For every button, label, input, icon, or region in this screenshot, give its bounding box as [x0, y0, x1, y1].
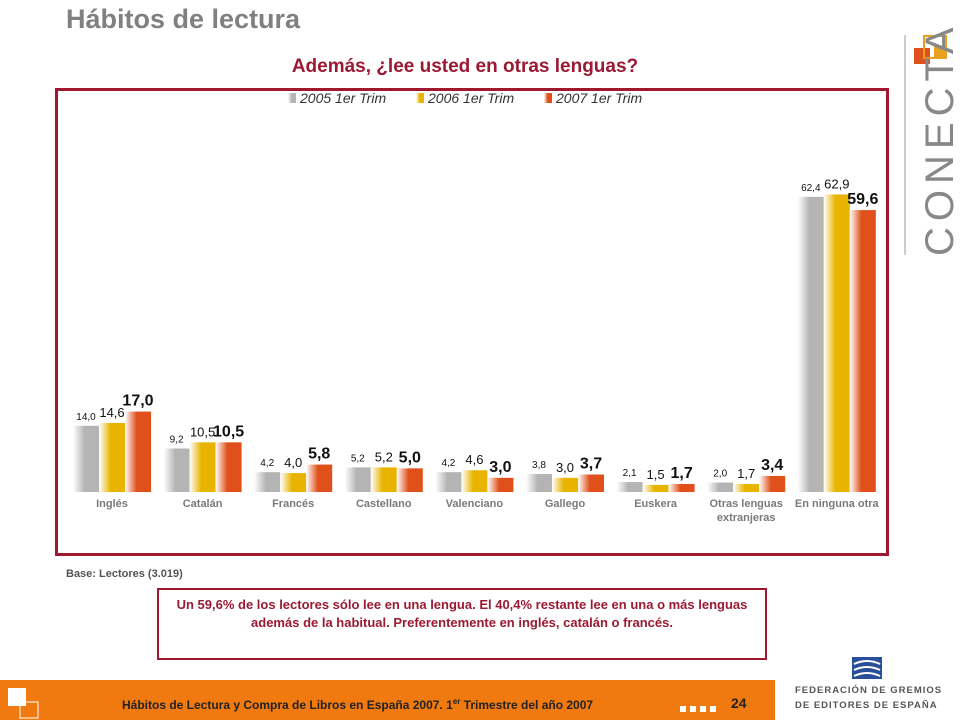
x-tick-label: Euskera [634, 498, 677, 510]
x-tick-label: Gallego [544, 498, 586, 510]
value-label: 62,9 [824, 176, 849, 191]
value-label: 4,2 [441, 458, 455, 469]
logo-square [914, 48, 930, 64]
federation-text: FEDERACIÓN DE GREMIOS [795, 685, 943, 696]
footer-icon [8, 688, 39, 719]
bar [797, 196, 824, 492]
value-label: 3,7 [580, 455, 602, 472]
bar [435, 472, 462, 492]
dot [710, 706, 716, 712]
logo-waves [853, 660, 881, 677]
bar [254, 472, 281, 492]
dot [680, 706, 686, 712]
brand-logo [904, 35, 947, 255]
x-tick-label: Castellano [355, 498, 412, 510]
summary-box: Un 59,6% de los lectores sólo lee en una… [157, 588, 767, 660]
value-label: 4,6 [465, 452, 483, 467]
bar [163, 448, 190, 492]
footer-bar [0, 680, 775, 720]
value-label: 59,6 [847, 191, 878, 208]
value-label: 3,4 [761, 457, 783, 474]
bar [578, 474, 604, 492]
value-label: 62,4 [801, 183, 821, 194]
value-label: 17,0 [122, 393, 153, 410]
footer-end: Trimestre del año 2007 [460, 698, 594, 712]
footer-main: Hábitos de Lectura y Compra de Libros en… [122, 698, 453, 712]
legend-label: 2006 1er Trim [427, 90, 514, 106]
value-label: 5,0 [399, 449, 421, 466]
value-label: 5,8 [308, 446, 330, 463]
value-label: 3,0 [556, 460, 574, 475]
federation-logo [852, 657, 882, 679]
bar [849, 210, 876, 493]
value-label: 1,7 [670, 465, 692, 482]
bar [461, 470, 488, 492]
value-label: 1,7 [737, 466, 755, 481]
value-label: 5,2 [375, 449, 393, 464]
value-label: 14,0 [76, 412, 96, 423]
icon-square [19, 701, 39, 719]
bar [189, 442, 216, 492]
x-tick-label: Otras lenguas extranjeras [709, 498, 783, 524]
value-label: 9,2 [170, 434, 184, 445]
bar [487, 477, 514, 492]
value-label: 10,5 [190, 424, 215, 439]
bar [733, 483, 760, 492]
value-label: 3,8 [532, 460, 546, 471]
bar [396, 468, 423, 492]
bar [306, 464, 333, 492]
chart-frame [55, 88, 889, 556]
legend-swatch [288, 93, 296, 103]
bar [370, 467, 397, 492]
bar [668, 483, 695, 492]
value-label: 3,0 [489, 459, 511, 476]
value-label: 4,2 [260, 458, 274, 469]
brand-text: CONECTA [918, 21, 960, 256]
x-tick-label: Inglés [96, 498, 128, 510]
value-label: 1,5 [647, 467, 665, 482]
value-label: 4,0 [284, 455, 302, 470]
x-tick-label: En ninguna otra [794, 498, 879, 510]
legend-swatch [544, 93, 552, 103]
bar [526, 474, 552, 492]
footer-sup: er [452, 697, 461, 706]
value-label: 2,1 [623, 468, 637, 479]
icon-square [8, 688, 26, 706]
page-number: 24 [731, 695, 747, 711]
bar [616, 482, 643, 492]
legend-swatch [416, 93, 424, 103]
bar [823, 194, 850, 492]
base-note: Base: Lectores (3.019) [66, 568, 183, 580]
legend-label: 2005 1er Trim [299, 90, 386, 106]
federation-text: DE EDITORES DE ESPAÑA [795, 700, 938, 711]
bar [344, 467, 371, 492]
value-label: 10,5 [213, 423, 244, 440]
legend-label: 2007 1er Trim [555, 90, 642, 106]
bar [707, 482, 734, 492]
bar [642, 484, 669, 492]
footer-dots [680, 706, 716, 712]
bar [73, 425, 99, 492]
value-label: 5,2 [351, 453, 365, 464]
bar [759, 475, 786, 492]
x-tick-label: Catalán [182, 498, 223, 510]
bar [280, 473, 307, 492]
value-label: 2,0 [713, 469, 727, 480]
footer-text: Hábitos de Lectura y Compra de Libros en… [122, 697, 593, 712]
bar [552, 477, 578, 492]
dot [700, 706, 706, 712]
chart-title: Además, ¿lee usted en otras lenguas? [291, 56, 639, 77]
bar [125, 411, 151, 492]
dot [690, 706, 696, 712]
bar [99, 422, 125, 492]
value-label: 14,6 [99, 405, 124, 420]
bar [215, 442, 242, 492]
x-tick-label: Francés [272, 498, 315, 510]
x-tick-label: Valenciano [445, 498, 504, 510]
logo-square [934, 46, 946, 58]
slide-title: Hábitos de lectura [66, 4, 301, 34]
chart: 2005 1er Trim 2006 1er Trim 2007 1er Trim 1… [73, 90, 878, 493]
